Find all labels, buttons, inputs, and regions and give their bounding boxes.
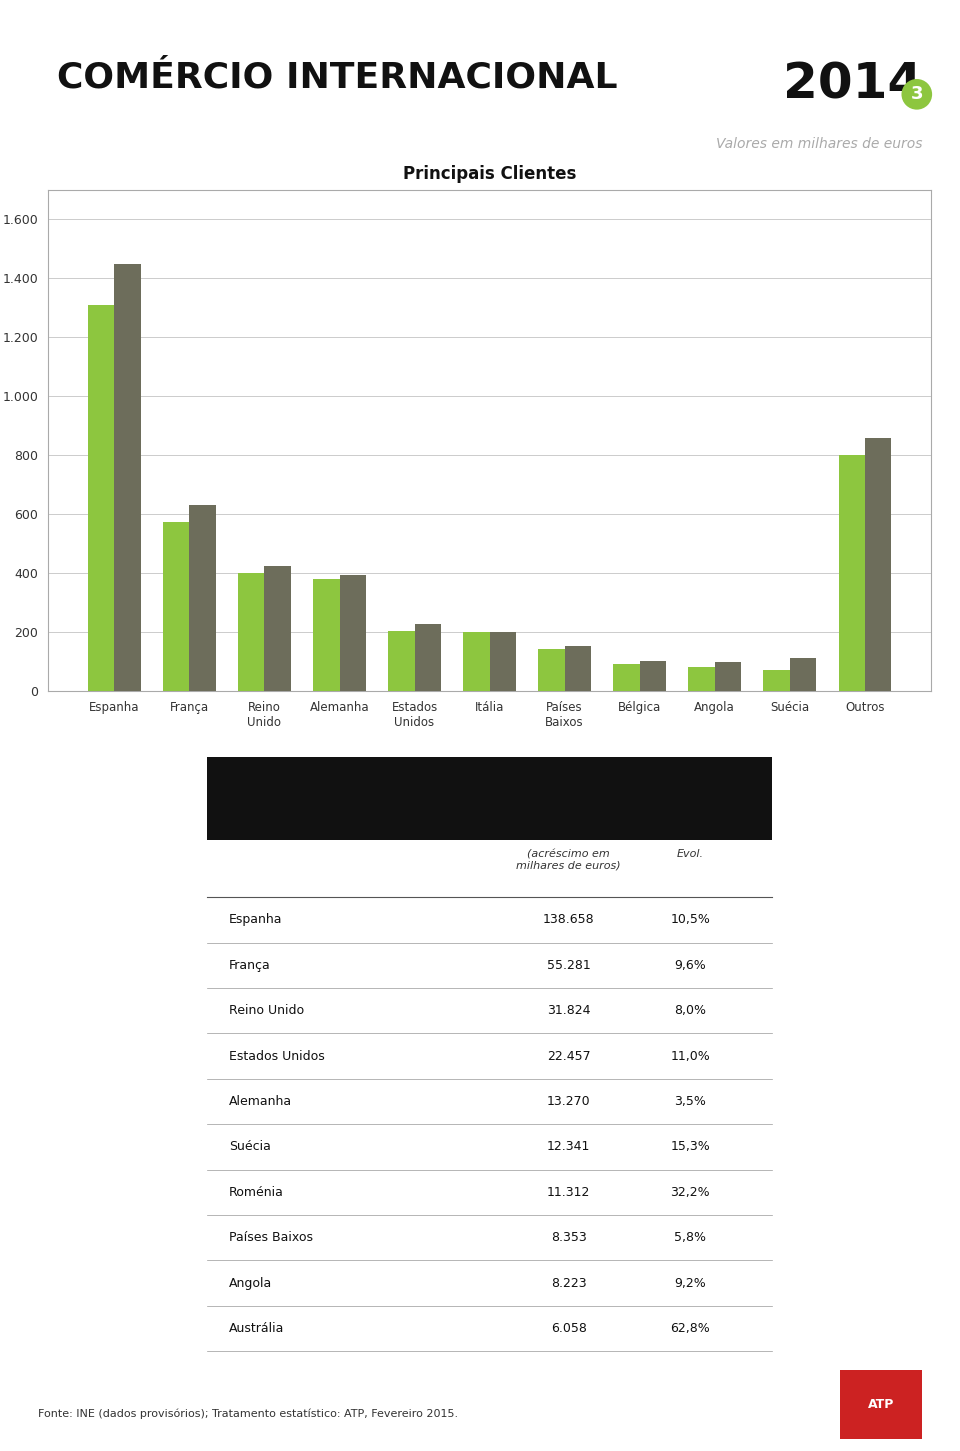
Title: Principais Clientes: Principais Clientes xyxy=(403,164,576,183)
Bar xyxy=(388,631,415,691)
Text: Valores em milhares de euros: Valores em milhares de euros xyxy=(716,136,923,151)
Bar xyxy=(114,264,141,691)
Text: 6.058: 6.058 xyxy=(551,1322,587,1335)
Text: 22.457: 22.457 xyxy=(547,1049,590,1062)
Bar xyxy=(340,575,366,691)
Text: 12.341: 12.341 xyxy=(547,1140,590,1154)
Text: 3,5%: 3,5% xyxy=(674,1096,707,1109)
Bar xyxy=(838,456,865,691)
Text: 62,8%: 62,8% xyxy=(670,1322,710,1335)
Text: Austrália: Austrália xyxy=(229,1322,284,1335)
Bar xyxy=(790,659,816,691)
Text: Angola: Angola xyxy=(229,1277,273,1290)
Text: Suécia: Suécia xyxy=(229,1140,271,1154)
Text: 2014: 2014 xyxy=(783,61,923,109)
Bar xyxy=(763,670,790,691)
Bar xyxy=(564,646,591,691)
Bar xyxy=(88,305,114,691)
Bar xyxy=(207,756,772,840)
Text: Estados Unidos: Estados Unidos xyxy=(229,1049,324,1062)
Text: 3: 3 xyxy=(910,86,924,103)
Bar xyxy=(639,660,666,691)
Text: Evol.: Evol. xyxy=(677,849,704,859)
Bar xyxy=(865,438,891,691)
Text: 138.658: 138.658 xyxy=(543,914,594,926)
Text: 8.223: 8.223 xyxy=(551,1277,587,1290)
Bar xyxy=(714,662,741,691)
Bar xyxy=(238,573,265,691)
Bar xyxy=(490,631,516,691)
Bar xyxy=(265,566,291,691)
Text: Fonte: INE (dados provisórios); Tratamento estatístico: ATP, Fevereiro 2015.: Fonte: INE (dados provisórios); Tratamen… xyxy=(38,1409,459,1419)
Text: 8.353: 8.353 xyxy=(551,1232,587,1244)
Text: 11.312: 11.312 xyxy=(547,1185,590,1199)
Text: Roménia: Roménia xyxy=(229,1185,284,1199)
Bar xyxy=(539,649,564,691)
Text: 32,2%: 32,2% xyxy=(670,1185,710,1199)
Text: Alemanha: Alemanha xyxy=(229,1096,292,1109)
Text: 55.281: 55.281 xyxy=(547,959,590,972)
Text: 15,3%: 15,3% xyxy=(670,1140,710,1154)
Bar xyxy=(415,624,441,691)
Text: 10,5%: 10,5% xyxy=(670,914,710,926)
Bar xyxy=(163,521,189,691)
Text: Espanha: Espanha xyxy=(229,914,282,926)
Bar xyxy=(613,663,639,691)
Text: 9,2%: 9,2% xyxy=(674,1277,707,1290)
Text: 8,0%: 8,0% xyxy=(674,1004,707,1017)
Text: França: França xyxy=(229,959,271,972)
Text: Destinos com maior crescimento em termos
absolutos: Destinos com maior crescimento em termos… xyxy=(307,782,672,814)
Bar xyxy=(189,505,216,691)
Text: 9,6%: 9,6% xyxy=(674,959,707,972)
Bar xyxy=(688,667,714,691)
Text: (acréscimo em
milhares de euros): (acréscimo em milhares de euros) xyxy=(516,849,621,871)
Text: Reino Unido: Reino Unido xyxy=(229,1004,304,1017)
Text: 31.824: 31.824 xyxy=(547,1004,590,1017)
Bar xyxy=(313,579,340,691)
Text: ATP: ATP xyxy=(868,1399,894,1410)
Legend: 2013, 2014: 2013, 2014 xyxy=(339,775,464,795)
Text: COMÉRCIO INTERNACIONAL: COMÉRCIO INTERNACIONAL xyxy=(57,61,617,94)
Text: Países Baixos: Países Baixos xyxy=(229,1232,313,1244)
Bar xyxy=(464,633,490,691)
Text: 13.270: 13.270 xyxy=(547,1096,590,1109)
Text: 5,8%: 5,8% xyxy=(674,1232,707,1244)
Text: 11,0%: 11,0% xyxy=(670,1049,710,1062)
